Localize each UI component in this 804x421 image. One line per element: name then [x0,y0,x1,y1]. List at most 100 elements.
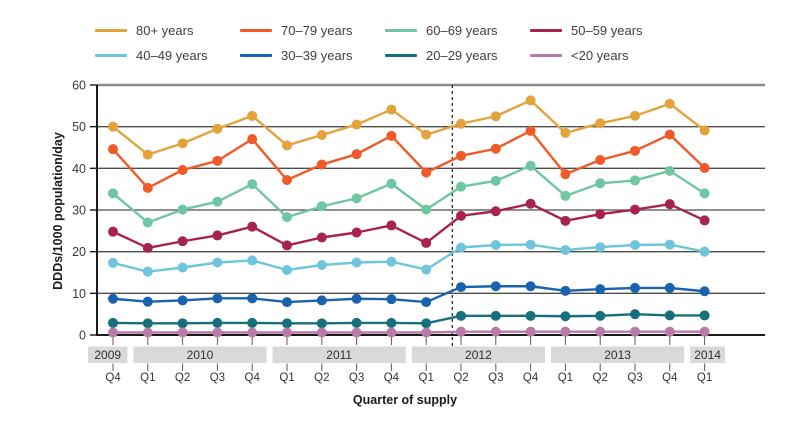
data-point-80-years [456,118,466,129]
data-point-50-59-years [108,226,118,237]
data-point-30-39-years [316,295,327,306]
data-point-50-59-years [525,198,536,209]
data-point-80-years [282,140,292,151]
data-point-20-29-years [699,310,710,321]
legend-label-40-49-years: 40–49 years [136,48,208,63]
data-point-60-69-years [247,179,258,190]
data-point-60-69-years [316,201,327,212]
year-band-label: 2011 [326,348,352,362]
data-point-70-79-years [525,125,536,136]
data-point-20-years [247,327,258,338]
data-point-40-49-years [525,239,536,250]
data-point-30-39-years [456,282,466,293]
data-point-20-29-years [282,318,292,329]
quarter-label: Q2 [175,372,190,384]
quarter-label: Q3 [349,372,364,384]
data-point-20-29-years [316,318,327,329]
data-point-80-years [351,119,362,130]
series-line-70-79-years [112,129,706,190]
legend-label-20-29-years: 20–29 years [426,48,498,63]
data-point-60-69-years [351,193,362,204]
data-point-60-69-years [664,165,675,176]
data-point-60-69-years [212,196,223,207]
data-point-60-69-years [630,175,640,186]
data-point-70-79-years [247,134,258,145]
data-point-30-39-years [386,294,397,305]
quarter-label: Q4 [384,372,400,384]
series-line-50-59-years [112,202,706,250]
data-point-20-29-years [386,317,397,328]
data-point-30-39-years [595,284,606,295]
quarter-label: Q3 [627,372,642,384]
data-point-80-years [247,110,258,121]
legend-item-20-29-years: 20–29 years [385,48,530,63]
data-point-20-years [351,327,362,338]
data-point-40-49-years [177,262,188,273]
y-tick-label: 40 [72,162,86,176]
data-point-30-39-years [664,282,675,293]
quarter-label: Q4 [105,372,121,384]
data-point-60-69-years [456,181,466,192]
legend-swatch-70-79-years [240,29,272,32]
legend-item-20-years: <20 years [530,48,675,63]
legend-item-30-39-years: 30–39 years [240,48,385,63]
data-point-50-59-years [282,240,292,251]
data-point-20-29-years [490,310,501,321]
y-tick-label: 0 [79,329,86,343]
data-point-60-69-years [386,178,397,189]
data-point-80-years [525,95,536,106]
data-point-60-69-years [421,204,432,215]
data-point-80-years [490,111,501,122]
data-point-20-29-years [142,318,153,329]
y-tick-label: 30 [72,204,86,218]
data-point-50-59-years [142,242,153,253]
data-point-20-29-years [351,317,362,328]
data-point-30-39-years [247,293,258,304]
quarter-label: Q4 [523,372,539,384]
data-point-70-79-years [490,143,501,154]
legend-label-20-years: <20 years [571,48,629,63]
legend-label-80-years: 80+ years [136,23,194,38]
data-point-70-79-years [630,145,640,156]
data-point-80-years [177,138,188,149]
data-point-20-years [282,327,292,338]
data-point-80-years [699,125,710,136]
quarter-label: Q1 [697,372,712,384]
data-point-20-years [699,326,710,337]
legend-label-50-59-years: 50–59 years [571,23,643,38]
year-band [272,346,406,363]
data-point-60-69-years [525,160,536,171]
data-point-80-years [142,149,153,160]
data-point-30-39-years [282,297,292,308]
data-point-70-79-years [316,159,327,170]
data-point-60-69-years [560,190,571,201]
data-point-30-39-years [351,293,362,304]
chart-content: 0 10 20 30 40 50 60 Q4 Q1 Q2 Q3 Q4 Q1 Q2 Q3 Q4 Q1 Q2 Q3 Q4 Q… [72,79,765,384]
legend-swatch-50-59-years [530,29,562,32]
data-point-50-59-years [630,204,640,215]
data-point-40-49-years [316,260,327,270]
data-point-50-59-years [421,237,432,248]
data-point-70-79-years [142,182,153,193]
quarter-label: Q2 [593,372,608,384]
data-point-80-years [108,121,118,132]
quarter-label: Q1 [279,372,294,384]
data-point-30-39-years [525,281,536,292]
chart-legend: 80+ years 70–79 years 60–69 years 50–59 yea… [95,18,675,68]
data-point-30-39-years [108,293,118,304]
legend-label-60-69-years: 60–69 years [426,23,498,38]
legend-swatch-80-years [95,29,127,32]
data-point-80-years [664,98,675,109]
data-point-60-69-years [595,178,606,189]
data-point-30-39-years [630,282,640,293]
series-line-60-69-years [112,164,706,224]
data-point-30-39-years [212,293,223,304]
data-point-40-49-years [664,239,675,250]
series-line-80-years [112,99,706,156]
year-band [133,346,267,363]
data-point-70-79-years [212,155,223,166]
data-point-50-59-years [560,215,571,226]
data-point-20-years [630,326,640,337]
